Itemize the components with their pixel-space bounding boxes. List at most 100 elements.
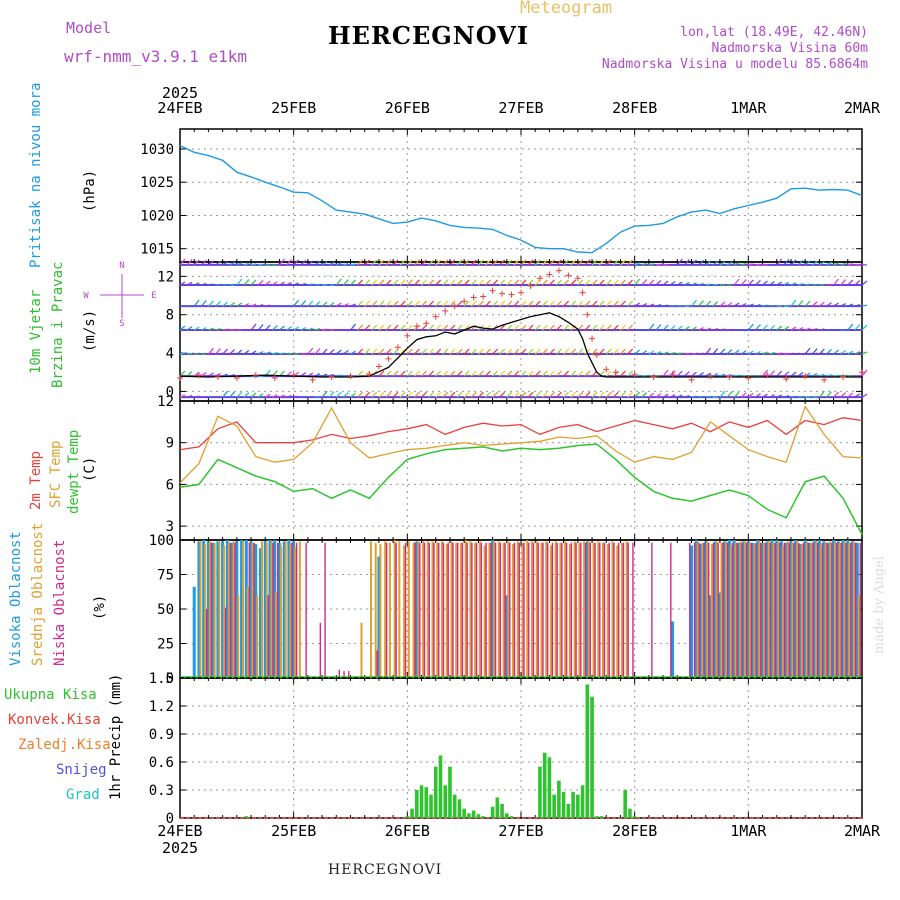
wind-barb: [364, 259, 371, 266]
wind-barb: [605, 300, 612, 307]
precip-bar: [552, 794, 556, 818]
precip-bar: [632, 816, 637, 818]
wind-barb: [520, 348, 527, 355]
wind-barb: [300, 372, 307, 377]
wind-barb: [733, 278, 740, 286]
wind-barb: [499, 391, 506, 398]
wind-barb: [350, 392, 356, 398]
wind-barb: [428, 324, 435, 331]
wind-barb: [826, 261, 832, 266]
wind-barb: [584, 391, 591, 398]
wind-barb: [840, 349, 847, 355]
wind-barb: [811, 372, 818, 377]
wind-barb: [683, 371, 690, 377]
wind-barb: [726, 261, 733, 266]
x-tick-label-bottom: 26FEB: [385, 822, 430, 840]
wind-barb: [584, 300, 591, 307]
wind-barb: [328, 391, 335, 398]
wind-barb: [257, 324, 264, 331]
wind-barb: [634, 374, 640, 377]
wind-barb: [605, 324, 612, 331]
wind-barb: [371, 259, 378, 266]
wind-barb: [705, 327, 711, 331]
wind-barb: [541, 324, 548, 331]
wind-barb: [719, 328, 726, 331]
wind-barb: [698, 282, 704, 286]
wind-barb: [548, 348, 555, 355]
wind-barb: [741, 329, 747, 332]
wind-barb: [399, 324, 406, 331]
wind-barb: [300, 396, 306, 398]
wind-barb: [193, 299, 200, 307]
wind-barb: [762, 324, 769, 331]
wind-barb: [783, 258, 790, 266]
precip-bar: [457, 799, 462, 818]
x-tick-label-bottom: 25FEB: [271, 822, 316, 840]
wind-barb: [670, 264, 676, 267]
precip-bar: [462, 808, 466, 818]
wind-barb: [307, 327, 314, 331]
wind-barb: [641, 392, 648, 398]
wind-barb: [712, 348, 719, 355]
wind-barb: [847, 303, 854, 307]
wind-barb: [691, 282, 697, 286]
wind-barb: [705, 372, 712, 377]
sfc-temp-line: [179, 405, 863, 484]
wind-barb: [357, 300, 364, 307]
wind-barb: [463, 300, 470, 307]
wind-barb: [357, 391, 364, 398]
wind-barb: [648, 323, 655, 331]
wind-barb: [399, 279, 406, 286]
precip-bar: [509, 816, 514, 818]
wind-barb: [776, 370, 783, 377]
wind-barb: [520, 259, 527, 266]
wind-barb: [286, 258, 293, 266]
compass-s: S: [119, 319, 124, 329]
wind-barb: [762, 280, 768, 286]
wind-barb: [485, 348, 491, 355]
wind-barb: [371, 391, 378, 398]
wind-barb: [797, 326, 804, 331]
wind-barb: [833, 278, 840, 286]
wind-barb: [655, 393, 662, 398]
precip-bar: [495, 797, 500, 818]
wind-barb: [307, 372, 314, 377]
wind-barb: [492, 391, 499, 398]
wind-barb: [811, 348, 818, 355]
wind-barb: [442, 300, 449, 307]
wind-barb: [499, 370, 506, 377]
wind-barb: [449, 348, 456, 355]
wind-barb: [861, 324, 868, 331]
wind-barb: [257, 303, 264, 307]
wind-barb: [705, 283, 711, 286]
wind-barb: [442, 391, 449, 398]
wind-barb: [215, 327, 221, 331]
wind-barb: [776, 394, 782, 398]
compass-n: N: [119, 261, 124, 271]
wind-barb: [392, 279, 399, 286]
wind-barb: [861, 393, 868, 398]
wind-barb: [229, 349, 236, 355]
wind-barb: [748, 263, 754, 266]
wind-barb: [577, 324, 584, 331]
wind-barb: [719, 373, 726, 377]
wind-barb: [279, 394, 285, 398]
wind-barb: [336, 262, 342, 266]
wind-barb: [712, 260, 719, 266]
wind-barb: [378, 259, 385, 266]
wind-barb: [627, 391, 634, 398]
wind-barb: [840, 329, 846, 332]
wind-barb: [506, 279, 513, 286]
wind-barb: [477, 279, 484, 286]
compass-w: W: [83, 291, 89, 301]
wind-barb: [669, 325, 676, 331]
wind-barb: [648, 392, 655, 398]
wind-barb: [208, 260, 214, 266]
wind-ytick-label: 4: [166, 346, 174, 362]
wind-barb: [619, 348, 626, 355]
wind-barb: [627, 348, 634, 355]
wind-barb: [861, 369, 868, 377]
wind-barb: [392, 348, 399, 355]
wind-barb: [719, 390, 726, 398]
wind-barb: [350, 323, 356, 331]
